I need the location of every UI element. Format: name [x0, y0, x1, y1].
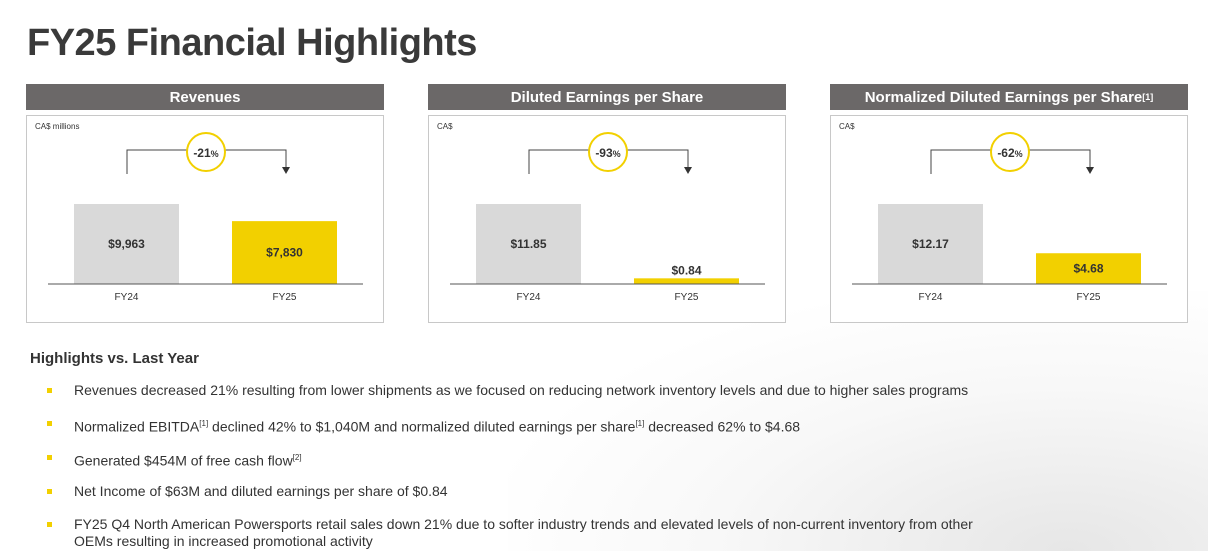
panel-revenues: Revenues CA$ millions -21% $9,963 FY24 $7,8…	[26, 84, 384, 323]
panel-diluted-eps: Diluted Earnings per Share CA$ -93% $11.8…	[428, 84, 786, 323]
arrow-down-icon	[684, 167, 692, 174]
x-tick-label: FY24	[919, 292, 943, 303]
panel-body: CA$ -93% $11.85 FY24 $0.84 FY25	[428, 115, 786, 323]
bar-value-label: $4.68	[1073, 262, 1103, 276]
bar-fy24	[74, 204, 179, 284]
bullet-icon	[47, 455, 52, 460]
panel-title-footnote: [1]	[1142, 92, 1154, 102]
panel-title: Diluted Earnings per Share	[510, 88, 704, 106]
arrow-down-icon	[1086, 167, 1094, 174]
highlight-text: Generated $454M of free cash flow[2]	[74, 449, 1004, 470]
bar-chart: -21% $9,963 FY24 $7,830 FY25	[48, 132, 363, 303]
unit-label: CA$	[839, 122, 855, 131]
panel-normalized-eps: Normalized Diluted Earnings per Share [1]…	[830, 84, 1188, 323]
highlight-text-part: Generated $454M of free cash flow	[74, 452, 293, 469]
bar-fy25	[1036, 253, 1141, 284]
x-tick-label: FY24	[517, 292, 541, 303]
unit-label: CA$	[437, 122, 453, 131]
change-circle	[186, 132, 226, 172]
panel-header: Diluted Earnings per Share	[428, 84, 786, 110]
highlight-text: Revenues decreased 21% resulting from lo…	[74, 382, 1004, 399]
highlight-text-part: Revenues decreased 21% resulting from lo…	[74, 382, 969, 398]
highlight-text-part: FY25 Q4 North American Powersports retai…	[74, 516, 973, 549]
bar-value-label: $7,830	[266, 246, 303, 260]
highlight-text-part: Net Income of $63M and diluted earnings …	[74, 483, 448, 499]
x-tick-label: FY25	[675, 292, 699, 303]
bar-fy24	[878, 204, 983, 284]
change-circle	[588, 132, 628, 172]
bullet-icon	[47, 522, 52, 527]
bar-value-label: $12.17	[912, 237, 949, 251]
change-circle	[990, 132, 1030, 172]
x-tick-label: FY25	[273, 292, 297, 303]
panel-header: Revenues	[26, 84, 384, 110]
highlight-text: FY25 Q4 North American Powersports retai…	[74, 516, 1004, 550]
panel-header: Normalized Diluted Earnings per Share [1]	[830, 84, 1188, 110]
highlight-text: Net Income of $63M and diluted earnings …	[74, 483, 1004, 500]
footnote-ref: [1]	[635, 419, 645, 428]
change-percent: -62%	[997, 146, 1022, 160]
footnote-ref: [2]	[292, 453, 302, 462]
bar-fy25	[634, 278, 739, 284]
highlight-text-part: declined 42% to $1,040M and normalized d…	[208, 418, 636, 435]
bullet-icon	[47, 489, 52, 494]
panel-title: Revenues	[169, 88, 241, 106]
x-tick-label: FY24	[115, 292, 139, 303]
bar-fy25	[232, 221, 337, 284]
bar-value-label: $9,963	[108, 237, 145, 251]
arrow-down-icon	[282, 167, 290, 174]
change-percent: -21%	[193, 146, 218, 160]
bar-value-label: $0.84	[671, 263, 701, 277]
bar-chart: -62% $12.17 FY24 $4.68 FY25	[852, 132, 1167, 303]
change-percent: -93%	[595, 146, 620, 160]
x-tick-label: FY25	[1077, 292, 1101, 303]
panel-body: CA$ millions -21% $9,963 FY24 $7,830 FY25	[26, 115, 384, 323]
highlights-title: Highlights vs. Last Year	[30, 350, 199, 367]
unit-label: CA$ millions	[35, 122, 80, 131]
bar-chart: -93% $11.85 FY24 $0.84 FY25	[450, 132, 765, 303]
bar-value-label: $11.85	[510, 237, 546, 251]
page-title: FY25 Financial Highlights	[27, 22, 477, 64]
bar-fy24	[476, 204, 581, 284]
footnote-ref: [1]	[199, 419, 209, 428]
bullet-icon	[47, 421, 52, 426]
bullet-icon	[47, 388, 52, 393]
panel-body: CA$ -62% $12.17 FY24 $4.68 FY25	[830, 115, 1188, 323]
highlight-text: Normalized EBITDA[1] declined 42% to $1,…	[74, 415, 1004, 436]
panel-title: Normalized Diluted Earnings per Share	[864, 88, 1143, 106]
highlight-text-part: Normalized EBITDA	[74, 418, 200, 435]
highlight-text-part: decreased 62% to $4.68	[644, 418, 801, 435]
